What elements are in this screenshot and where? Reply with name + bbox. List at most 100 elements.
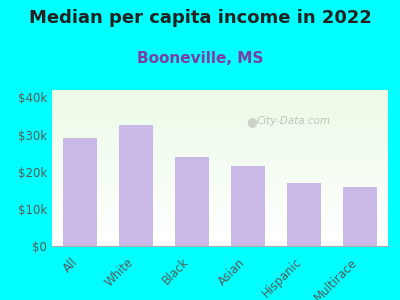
Bar	[52, 108, 388, 109]
Bar	[52, 202, 388, 203]
Bar	[52, 168, 388, 169]
Bar	[52, 104, 388, 105]
Bar	[52, 154, 388, 155]
Bar	[52, 133, 388, 134]
Bar	[52, 156, 388, 157]
Bar	[52, 142, 388, 143]
Bar	[52, 163, 388, 164]
Bar	[52, 164, 388, 165]
Bar	[52, 197, 388, 198]
Bar	[119, 125, 153, 246]
Bar	[52, 139, 388, 140]
Bar	[52, 228, 388, 229]
Bar	[52, 116, 388, 117]
Bar	[52, 201, 388, 202]
Bar	[52, 215, 388, 216]
Bar	[52, 144, 388, 145]
Bar	[52, 122, 388, 123]
Bar	[52, 212, 388, 213]
Bar	[52, 148, 388, 149]
Bar	[52, 95, 388, 96]
Bar	[52, 185, 388, 186]
Bar	[52, 181, 388, 182]
Bar	[52, 219, 388, 220]
Bar	[52, 218, 388, 219]
Bar	[52, 223, 388, 224]
Bar	[52, 128, 388, 129]
Bar	[52, 92, 388, 93]
Text: City-Data.com: City-Data.com	[257, 116, 331, 126]
Bar	[52, 93, 388, 94]
Bar	[52, 184, 388, 185]
Bar	[52, 137, 388, 138]
Bar	[52, 113, 388, 114]
Bar	[52, 114, 388, 115]
Bar	[52, 214, 388, 215]
Bar	[52, 238, 388, 239]
Bar	[52, 178, 388, 179]
Bar	[52, 174, 388, 175]
Bar	[52, 237, 388, 238]
Bar	[52, 132, 388, 133]
Bar	[52, 222, 388, 223]
Bar	[52, 131, 388, 132]
Bar	[52, 107, 388, 108]
Bar	[52, 96, 388, 97]
Bar	[52, 102, 388, 103]
Bar	[52, 159, 388, 160]
Bar	[52, 143, 388, 144]
Bar	[52, 97, 388, 98]
Bar	[52, 106, 388, 107]
Bar	[52, 161, 388, 162]
Bar	[52, 207, 388, 208]
Bar	[52, 121, 388, 122]
Text: Median per capita income in 2022: Median per capita income in 2022	[28, 9, 372, 27]
Bar	[52, 94, 388, 95]
Bar	[52, 211, 388, 212]
Bar	[52, 171, 388, 172]
Bar	[52, 166, 388, 167]
Bar	[52, 224, 388, 225]
Bar	[52, 241, 388, 242]
Bar	[175, 157, 209, 246]
Bar	[52, 135, 388, 136]
Bar	[52, 162, 388, 163]
Bar	[52, 138, 388, 139]
Bar	[52, 217, 388, 218]
Bar	[52, 165, 388, 166]
Bar	[52, 119, 388, 120]
Bar	[52, 199, 388, 200]
Bar	[52, 160, 388, 161]
Bar	[52, 147, 388, 148]
Bar	[52, 110, 388, 111]
Bar	[52, 123, 388, 124]
Bar	[287, 183, 321, 246]
Bar	[52, 221, 388, 222]
Bar	[52, 193, 388, 194]
Bar	[52, 216, 388, 217]
Bar	[52, 155, 388, 156]
Bar	[52, 134, 388, 135]
Bar	[52, 170, 388, 171]
Bar	[52, 182, 388, 183]
Bar	[52, 187, 388, 188]
Bar	[52, 150, 388, 151]
Bar	[52, 206, 388, 207]
Bar	[52, 213, 388, 214]
Bar	[52, 245, 388, 246]
Bar	[52, 118, 388, 119]
Bar	[52, 101, 388, 102]
Bar	[52, 124, 388, 125]
Bar	[52, 136, 388, 137]
Bar	[231, 166, 265, 246]
Bar	[52, 200, 388, 201]
Bar	[52, 158, 388, 159]
Bar	[52, 198, 388, 199]
Bar	[52, 157, 388, 158]
Bar	[52, 183, 388, 184]
Bar	[52, 234, 388, 235]
Bar	[52, 112, 388, 113]
Bar	[52, 111, 388, 112]
Bar	[52, 242, 388, 243]
Bar	[52, 229, 388, 230]
